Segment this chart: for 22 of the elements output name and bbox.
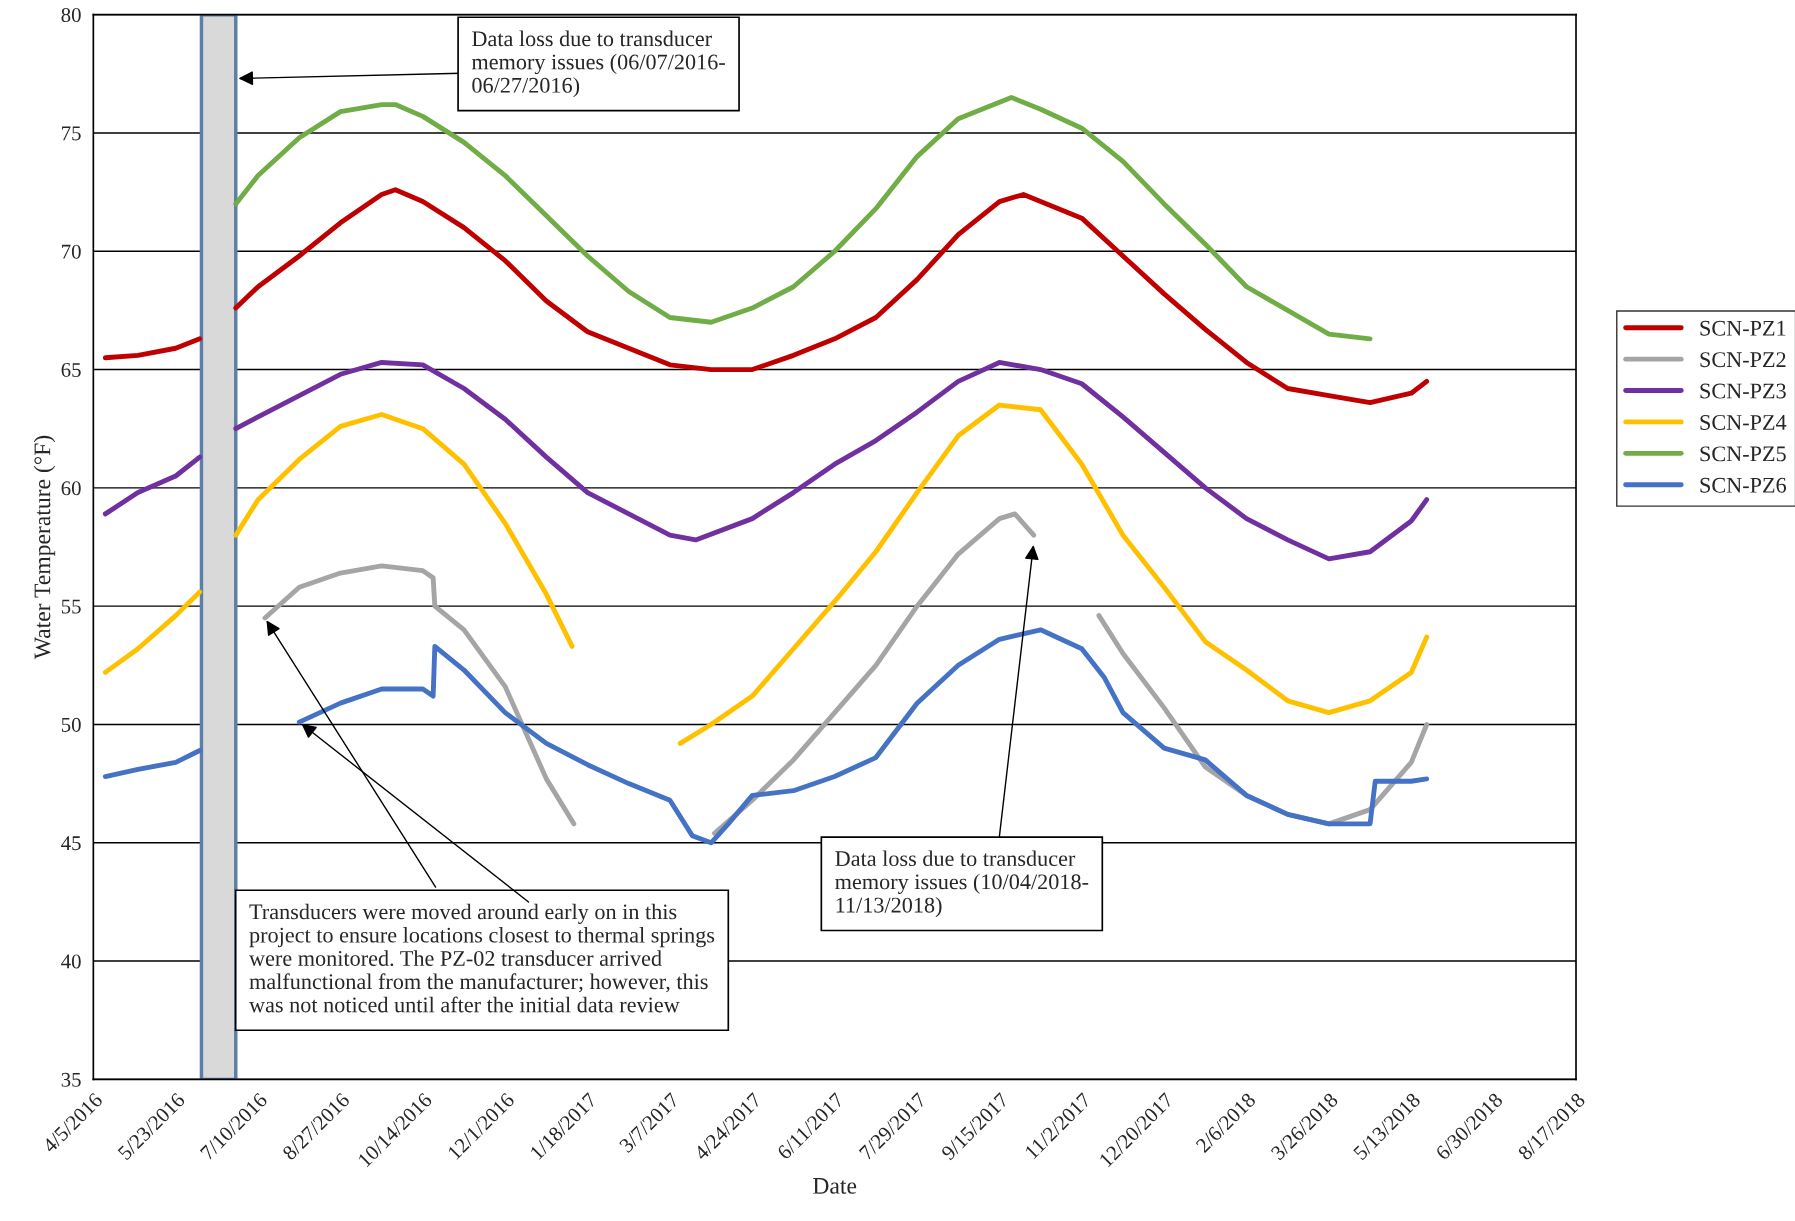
x-axis-title: Date (813, 1178, 857, 1194)
y-tick-label: 70 (62, 244, 81, 259)
legend-label: SCN-PZ6 (1700, 477, 1787, 493)
y-tick-label: 65 (61, 362, 81, 377)
annotation: Data loss due to transducer memory issues (06/07/2016- 06/27/2016) (471, 30, 725, 98)
y-tick-label: 60 (61, 481, 81, 496)
legend-label: SCN-PZ2 (1700, 352, 1786, 368)
y-tick-label: 45 (61, 836, 81, 851)
y-tick-label: 75 (62, 126, 81, 141)
legend-label: SCN-PZ5 (1700, 446, 1786, 462)
annotation: Transducers were moved around early on in this project to ensure locations closest to thermal springs were monitored. The PZ-02 transducer arrived malfunctional from the manufacturer; however, this was not noticed until after the initial data review (249, 903, 715, 1013)
y-tick-label: 55 (61, 599, 81, 614)
line-series (233, 95, 1373, 342)
y-tick-label: 35 (61, 1072, 81, 1087)
annotation: Data loss due to transducer memory issues (10/04/2018- 11/13/2018) (835, 850, 1089, 918)
legend-label: SCN-PZ4 (1700, 414, 1787, 430)
legend-label: SCN-PZ3 (1700, 383, 1786, 399)
y-tick-label: 80 (61, 8, 81, 23)
y-axis-title: Water Temperature (°F) (33, 435, 56, 660)
legend-label: SCN-PZ1 (1700, 320, 1786, 336)
y-tick-label: 40 (61, 954, 81, 969)
y-tick-label: 50 (61, 717, 81, 732)
